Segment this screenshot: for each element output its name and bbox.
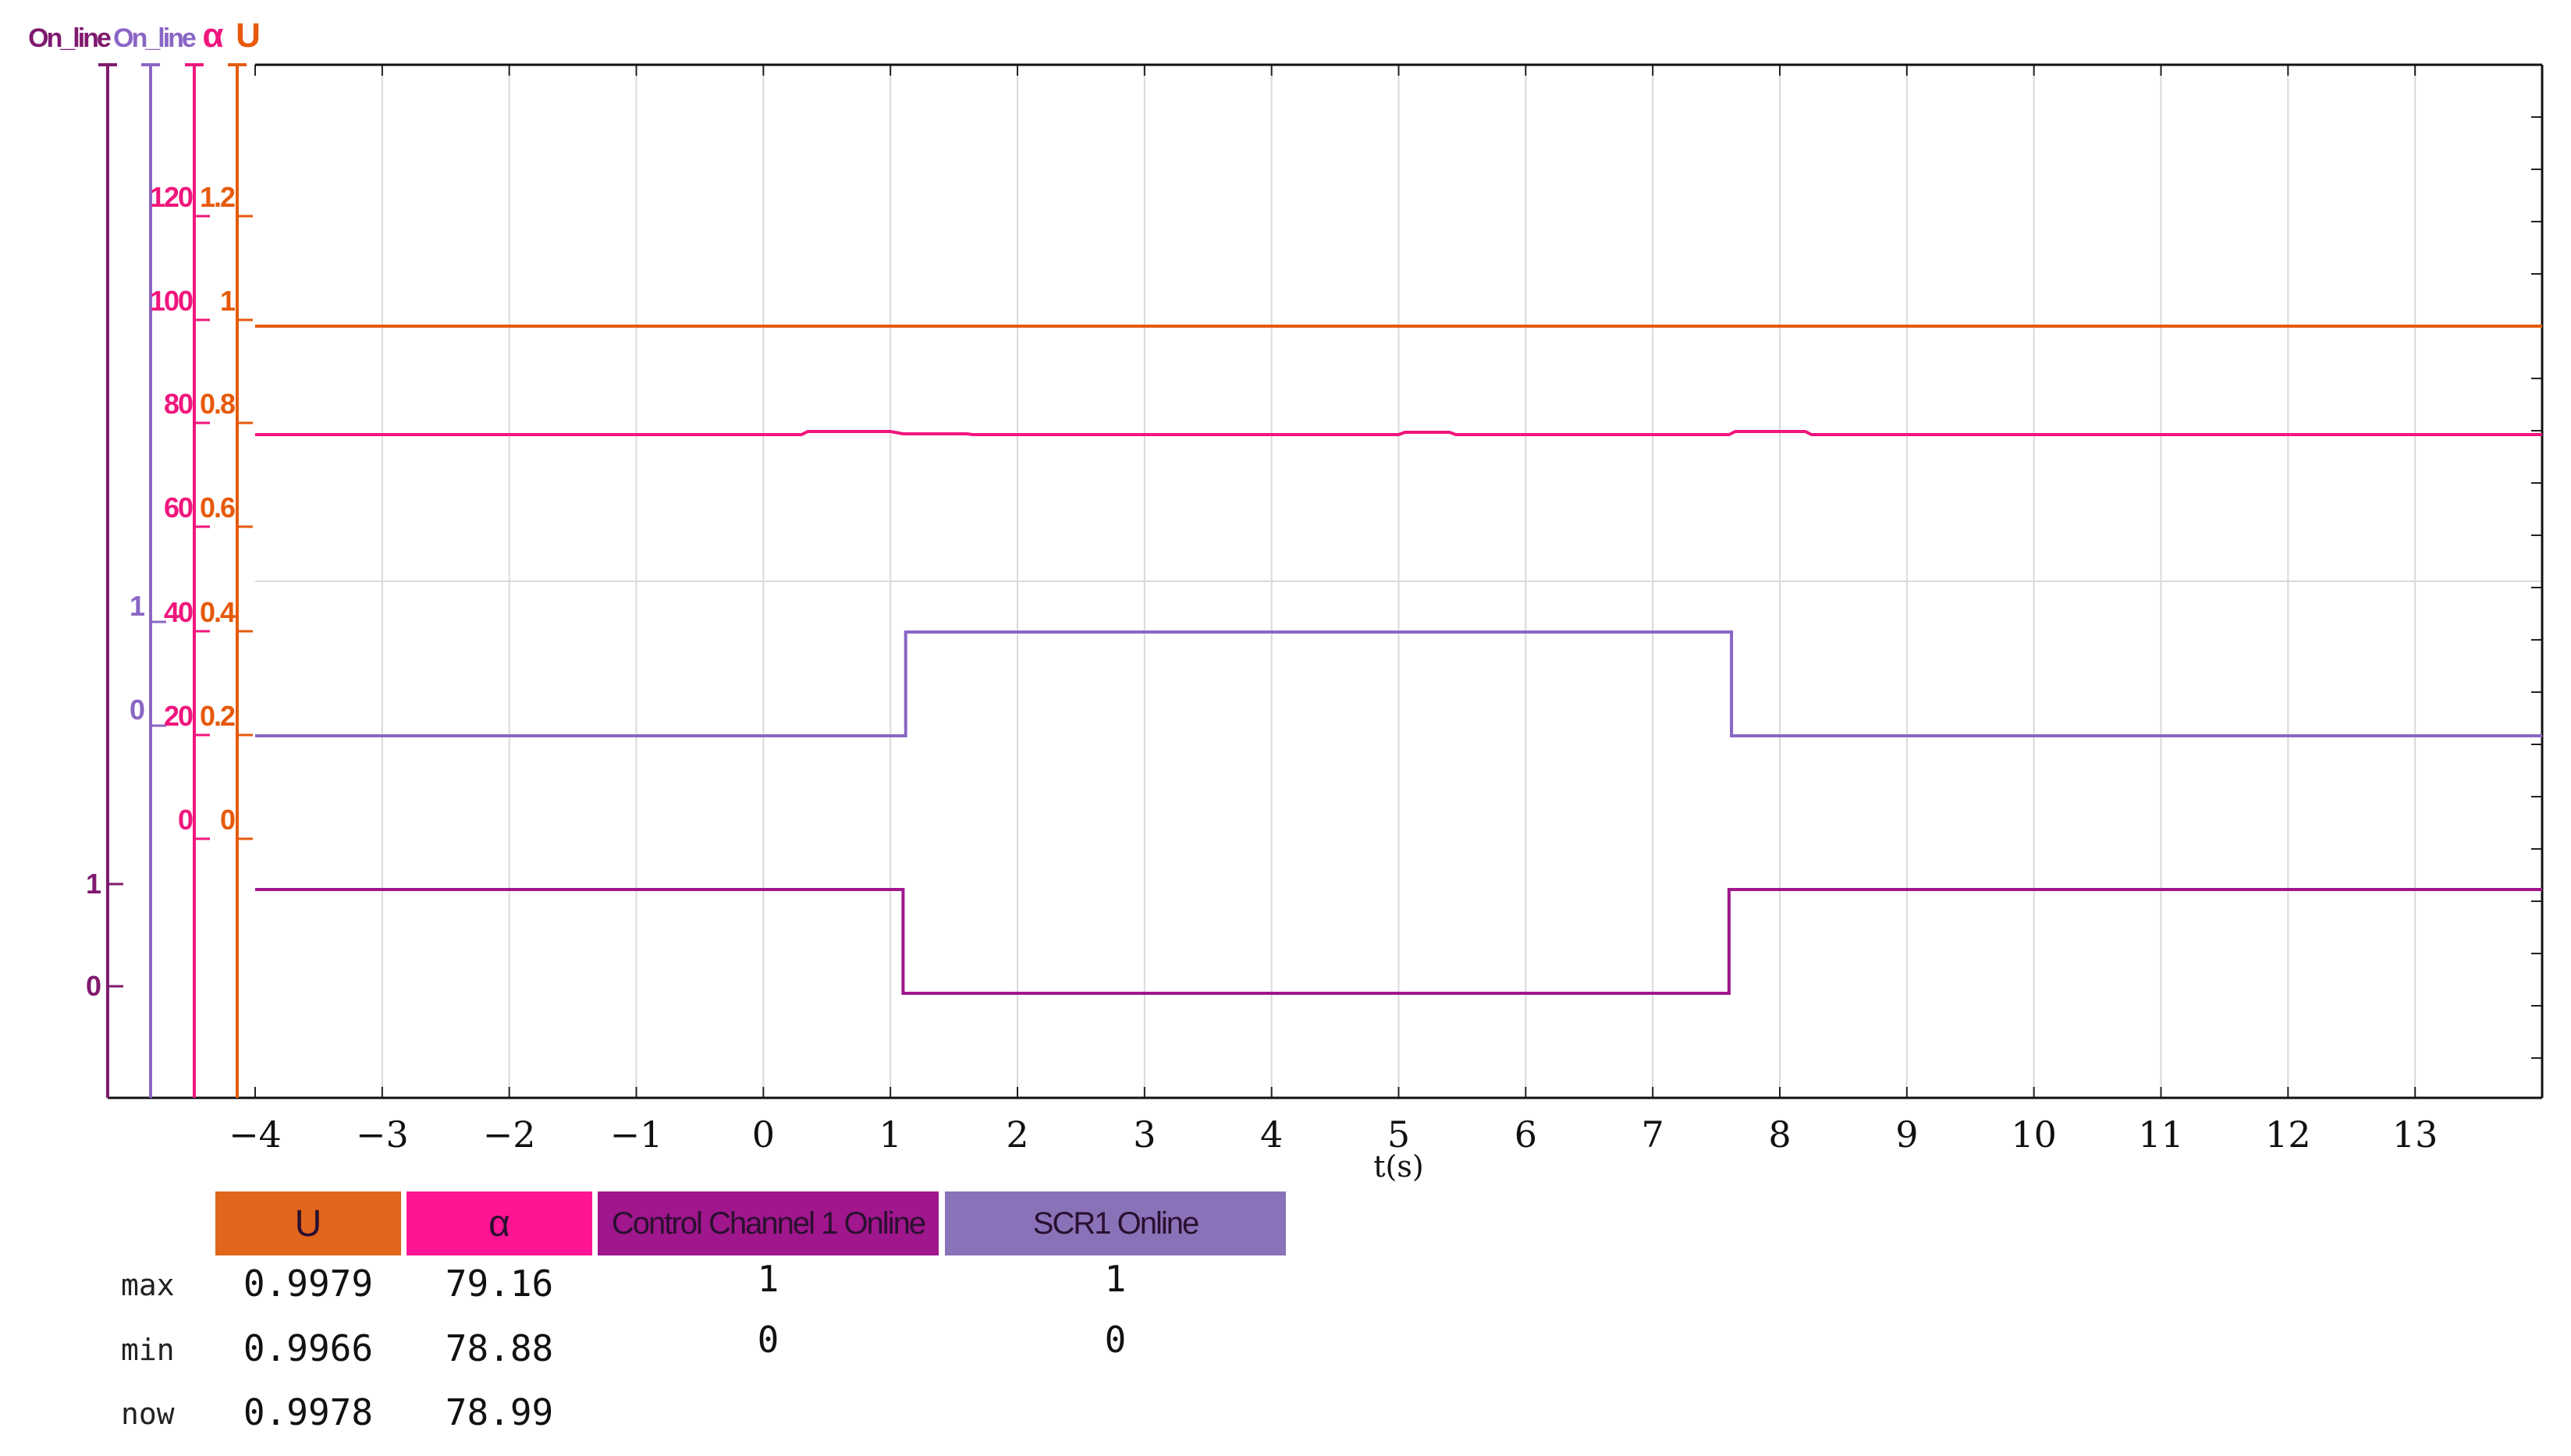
y-tick-label: 40 <box>164 596 193 628</box>
y-tick-label: 0 <box>220 804 235 836</box>
y-tick-label: 20 <box>164 700 193 732</box>
labels: −4 −3 −2 −1 0 1 2 3 4 5 6 7 8 9 10 11 12 13t(s)On_line On_… <box>28 16 2438 1184</box>
y-tick-label: 1 <box>130 590 145 622</box>
x-tick-label: 0 <box>752 1113 775 1156</box>
y-tick-label: 0.8 <box>200 388 235 420</box>
y-tick-label: 0.2 <box>200 700 235 732</box>
y-tick-label: 0.6 <box>200 492 235 524</box>
x-tick-label: 5 <box>1387 1113 1410 1156</box>
x-tick-label: 1 <box>879 1113 902 1156</box>
stat-u-max: 0.9979 <box>243 1262 374 1305</box>
stat-u-min: 0.9966 <box>243 1327 374 1369</box>
x-tick-label: 8 <box>1768 1113 1791 1156</box>
y-tick-label: 1.2 <box>200 181 235 213</box>
y-tick-label: 1 <box>86 868 101 900</box>
x-tick-label: 10 <box>2011 1113 2057 1156</box>
x-tick-label: 11 <box>2138 1113 2184 1156</box>
x-tick-label: −3 <box>356 1113 409 1156</box>
x-tick-label: 2 <box>1006 1113 1028 1156</box>
y-axis-title: On_line <box>113 23 196 53</box>
x-tick-label: 6 <box>1515 1113 1537 1156</box>
x-tick-label: 12 <box>2265 1113 2311 1156</box>
axes <box>98 63 2544 1099</box>
y-tick-label: 0 <box>86 970 101 1002</box>
stat-control-min: 0 <box>757 1319 779 1361</box>
series <box>255 325 2542 995</box>
legend-alpha-label: α <box>488 1202 510 1245</box>
x-tick-label: 13 <box>2392 1113 2438 1156</box>
series-line <box>255 888 2542 995</box>
y-tick-label: 100 <box>150 285 193 317</box>
stat-scr-max: 1 <box>1104 1258 1127 1300</box>
series-line <box>255 630 2542 737</box>
stat-label-now: now <box>121 1397 175 1431</box>
legend-control-channel-label: Control Channel 1 Online <box>611 1206 926 1241</box>
stat-label-max: max <box>121 1268 175 1302</box>
stat-control-max: 1 <box>757 1258 779 1300</box>
legend-u-label: U <box>294 1202 322 1245</box>
x-tick-label: 3 <box>1133 1113 1156 1156</box>
stat-alpha-now: 78.99 <box>445 1391 554 1433</box>
stat-scr-min: 0 <box>1104 1319 1127 1361</box>
x-tick-label: 4 <box>1260 1113 1283 1156</box>
legend-alpha: α <box>407 1191 592 1255</box>
y-tick-label: 80 <box>164 388 193 420</box>
y-axis-title: On_line <box>28 23 111 53</box>
x-tick-label: −4 <box>229 1113 282 1156</box>
x-tick-label: −2 <box>483 1113 536 1156</box>
legend-scr1: SCR1 Online <box>945 1191 1286 1255</box>
y-tick-label: 0 <box>178 804 193 836</box>
stat-label-min: min <box>121 1333 175 1367</box>
y-tick-label: 0 <box>130 694 145 726</box>
stat-u-now: 0.9978 <box>243 1391 374 1433</box>
y-tick-label: 1 <box>220 285 236 317</box>
y-tick-label: 120 <box>150 181 193 213</box>
x-tick-label: −1 <box>610 1113 663 1156</box>
x-axis-label: t(s) <box>1373 1149 1423 1184</box>
series-line <box>255 430 2542 436</box>
x-tick-label: 9 <box>1895 1113 1918 1156</box>
y-axis-title: α <box>202 16 223 55</box>
stat-alpha-min: 78.88 <box>445 1327 554 1369</box>
stat-alpha-max: 79.16 <box>445 1262 554 1305</box>
y-axis-title: U <box>236 16 261 55</box>
x-tick-label: 7 <box>1642 1113 1664 1156</box>
legend-u: U <box>215 1191 401 1255</box>
grid <box>254 65 2542 1098</box>
legend-control-channel: Control Channel 1 Online <box>598 1191 939 1255</box>
y-tick-label: 60 <box>164 492 193 524</box>
legend-scr1-label: SCR1 Online <box>1032 1206 1199 1241</box>
y-tick-label: 0.4 <box>200 596 236 628</box>
